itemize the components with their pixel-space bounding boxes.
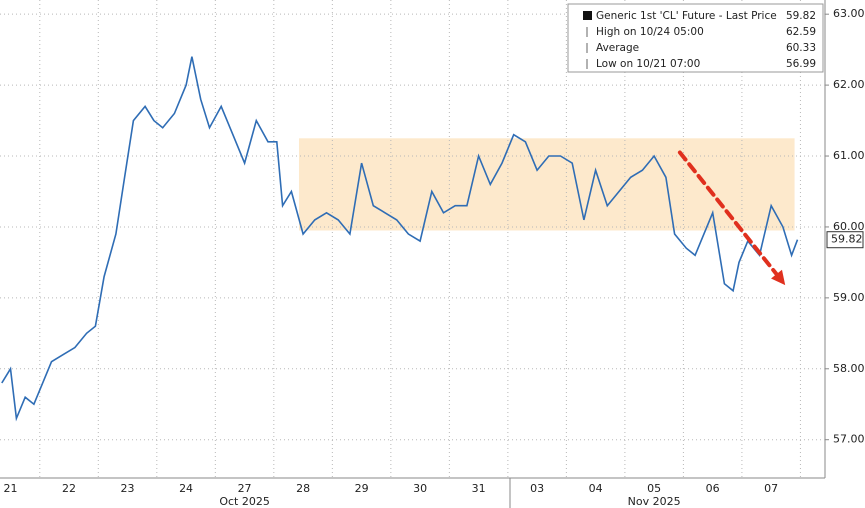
x-tick-label: 22 <box>62 482 76 495</box>
arrow-head <box>771 269 786 286</box>
legend-label: Generic 1st 'CL' Future - Last Price <box>596 10 777 22</box>
x-tick-label: 30 <box>413 482 427 495</box>
legend-value: 59.82 <box>786 10 816 22</box>
price-line <box>1 56 799 422</box>
highlight-zone <box>298 138 795 231</box>
x-tick-label: 27 <box>238 482 252 495</box>
x-tick-label: 21 <box>4 482 18 495</box>
trend-arrow <box>677 150 779 277</box>
y-tick-label: 58.00 <box>833 362 865 375</box>
legend-value: 62.59 <box>786 26 816 38</box>
legend-swatch <box>583 11 592 20</box>
x-tick-label: 23 <box>121 482 135 495</box>
x-tick-label: 04 <box>589 482 603 495</box>
month-label: Oct 2025 <box>219 495 270 508</box>
y-tick-label: 61.00 <box>833 149 865 162</box>
legend-value: 60.33 <box>786 42 816 54</box>
x-tick-label: 03 <box>530 482 544 495</box>
x-tick-label: 29 <box>355 482 369 495</box>
legend-label: Average <box>596 42 639 54</box>
x-tick-label: 28 <box>296 482 310 495</box>
x-tick-label: 24 <box>179 482 193 495</box>
legend-label: High on 10/24 05:00 <box>596 26 704 38</box>
month-label: Nov 2025 <box>628 495 681 508</box>
y-tick-label: 63.00 <box>833 7 865 20</box>
y-tick-label: 62.00 <box>833 78 865 91</box>
last-price-label: 59.82 <box>831 233 863 246</box>
y-tick-label: 57.00 <box>833 433 865 446</box>
y-tick-label: 59.00 <box>833 291 865 304</box>
legend-box <box>567 3 824 73</box>
x-tick-label: 07 <box>764 482 778 495</box>
legend-label: Low on 10/21 07:00 <box>596 58 700 70</box>
last-price-tag <box>826 231 864 249</box>
y-tick-label: 60.00 <box>833 220 865 233</box>
x-tick-label: 31 <box>472 482 486 495</box>
legend-value: 56.99 <box>786 58 816 70</box>
x-tick-label: 05 <box>647 482 661 495</box>
x-tick-label: 06 <box>706 482 720 495</box>
